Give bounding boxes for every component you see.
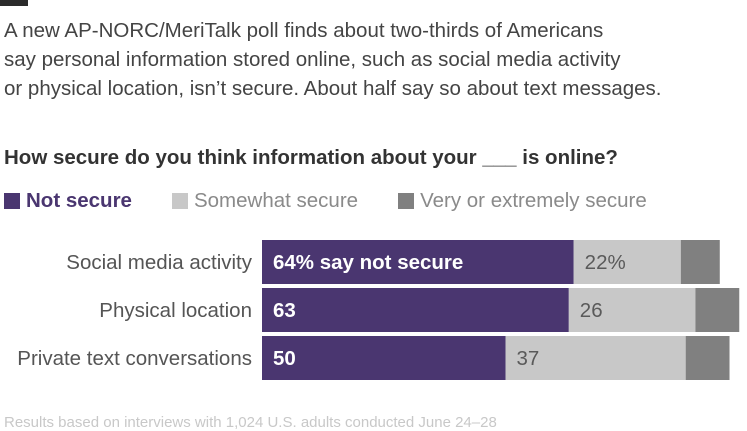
legend-label: Not secure: [26, 189, 132, 212]
data-label: 64% say not secure: [273, 251, 463, 274]
legend-item-not-secure: Not secure: [4, 189, 132, 213]
chart-legend: Not secure Somewhat secure Very or extre…: [4, 186, 647, 216]
bar-segment: [262, 240, 574, 284]
bar-segment: [695, 288, 740, 332]
chart-title: How secure do you think information abou…: [4, 146, 618, 169]
bar-segment: [262, 336, 506, 380]
data-label: 37: [517, 347, 540, 370]
bar-segment: [505, 336, 686, 380]
header-fragment: [0, 0, 28, 6]
legend-item-somewhat-secure: Somewhat secure: [171, 189, 359, 213]
data-label: 63: [273, 299, 296, 322]
intro-line: or physical location, isn’t secure. Abou…: [4, 77, 662, 100]
category-label: Social media activity: [66, 251, 252, 274]
legend-item-very-secure: Very or extremely secure: [398, 189, 647, 213]
stacked-bar-chart: Social media activity 64% say not secure 2…: [17, 240, 740, 380]
legend-swatch: [398, 193, 415, 209]
bar-segment: [685, 336, 730, 380]
legend-swatch: [4, 193, 20, 209]
data-label: 22%: [585, 251, 626, 274]
intro-text: A new AP-NORC/MeriTalk poll finds about …: [4, 16, 744, 103]
legend-label: Very or extremely secure: [420, 189, 647, 212]
data-label: 50: [273, 347, 296, 370]
intro-line: A new AP-NORC/MeriTalk poll finds about …: [4, 19, 604, 42]
category-label: Private text conversations: [17, 347, 252, 370]
bar-segment: [262, 288, 569, 332]
legend-label: Somewhat secure: [193, 189, 359, 212]
bar-segment: [573, 240, 681, 284]
legend-swatch: [171, 193, 188, 209]
bar-segment: [680, 240, 720, 284]
category-label: Physical location: [99, 299, 252, 322]
data-label: 26: [580, 299, 603, 322]
bar-segment: [568, 288, 696, 332]
footnote: Results based on interviews with 1,024 U…: [4, 414, 497, 431]
intro-line: say personal information stored online, …: [4, 48, 621, 71]
